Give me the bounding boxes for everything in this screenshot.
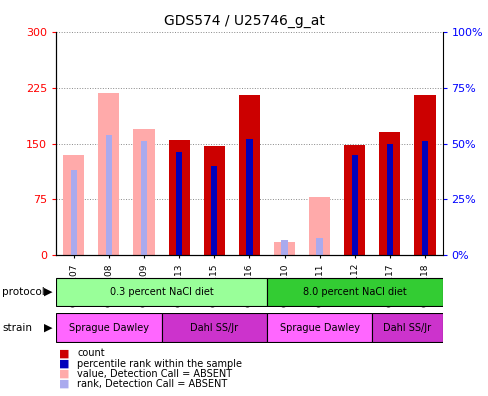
Bar [246,139,252,255]
Bar [56,314,161,342]
Bar [168,140,189,255]
Bar [421,141,427,255]
Bar [141,141,147,255]
Text: Dahl SS/Jr: Dahl SS/Jr [383,323,430,333]
Text: ■: ■ [59,369,69,379]
Bar [351,155,357,255]
Text: 8.0 percent NaCl diet: 8.0 percent NaCl diet [302,287,406,297]
Bar [98,93,119,255]
Text: percentile rank within the sample: percentile rank within the sample [77,358,242,369]
Bar [238,95,260,255]
Bar [133,129,154,255]
Text: protocol: protocol [2,287,45,297]
Bar [386,143,392,255]
Text: Sprague Dawley: Sprague Dawley [69,323,149,333]
Bar [308,197,329,255]
Bar [176,152,182,255]
Text: ▶: ▶ [43,323,52,333]
Bar [63,155,84,255]
Bar [70,170,77,255]
Text: GDS574 / U25746_g_at: GDS574 / U25746_g_at [164,14,324,28]
Text: ■: ■ [59,348,69,358]
Bar [344,145,365,255]
Bar [105,135,112,255]
Bar [203,146,224,255]
Bar [161,314,266,342]
Bar [266,314,371,342]
Bar [273,242,294,255]
Text: ■: ■ [59,358,69,369]
Text: Sprague Dawley: Sprague Dawley [279,323,359,333]
Bar [281,240,287,255]
Text: ■: ■ [59,379,69,389]
Text: Dahl SS/Jr: Dahl SS/Jr [190,323,238,333]
Text: strain: strain [2,323,32,333]
Bar [211,166,217,255]
Text: count: count [77,348,104,358]
Bar [379,132,400,255]
Bar [316,238,322,255]
Text: 0.3 percent NaCl diet: 0.3 percent NaCl diet [109,287,213,297]
Bar [371,314,442,342]
Text: ▶: ▶ [43,287,52,297]
Bar [266,278,442,307]
Bar [56,278,266,307]
Text: value, Detection Call = ABSENT: value, Detection Call = ABSENT [77,369,232,379]
Text: rank, Detection Call = ABSENT: rank, Detection Call = ABSENT [77,379,227,389]
Bar [414,95,435,255]
